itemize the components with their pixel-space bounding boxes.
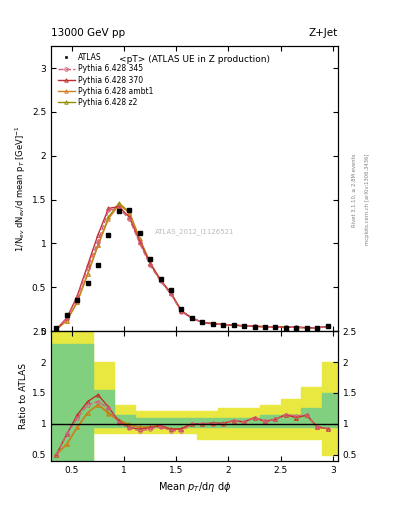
- Text: 13000 GeV pp: 13000 GeV pp: [51, 28, 125, 38]
- Text: Z+Jet: Z+Jet: [309, 28, 338, 38]
- Text: ATLAS_2012_I1126521: ATLAS_2012_I1126521: [155, 228, 234, 235]
- X-axis label: Mean $p_T$/d$\eta$ d$\phi$: Mean $p_T$/d$\eta$ d$\phi$: [158, 480, 231, 494]
- Y-axis label: Ratio to ATLAS: Ratio to ATLAS: [19, 363, 28, 429]
- Legend: ATLAS, Pythia 6.428 345, Pythia 6.428 370, Pythia 6.428 ambt1, Pythia 6.428 z2: ATLAS, Pythia 6.428 345, Pythia 6.428 37…: [55, 50, 156, 110]
- Text: Rivet 3.1.10, ≥ 2.8M events: Rivet 3.1.10, ≥ 2.8M events: [352, 154, 357, 227]
- Text: mcplots.cern.ch [arXiv:1306.3436]: mcplots.cern.ch [arXiv:1306.3436]: [365, 154, 371, 245]
- Text: <pT> (ATLAS UE in Z production): <pT> (ATLAS UE in Z production): [119, 55, 270, 63]
- Y-axis label: 1/N$_{ev}$ dN$_{ev}$/d mean p$_T$ [GeV]$^{-1}$: 1/N$_{ev}$ dN$_{ev}$/d mean p$_T$ [GeV]$…: [13, 125, 28, 252]
